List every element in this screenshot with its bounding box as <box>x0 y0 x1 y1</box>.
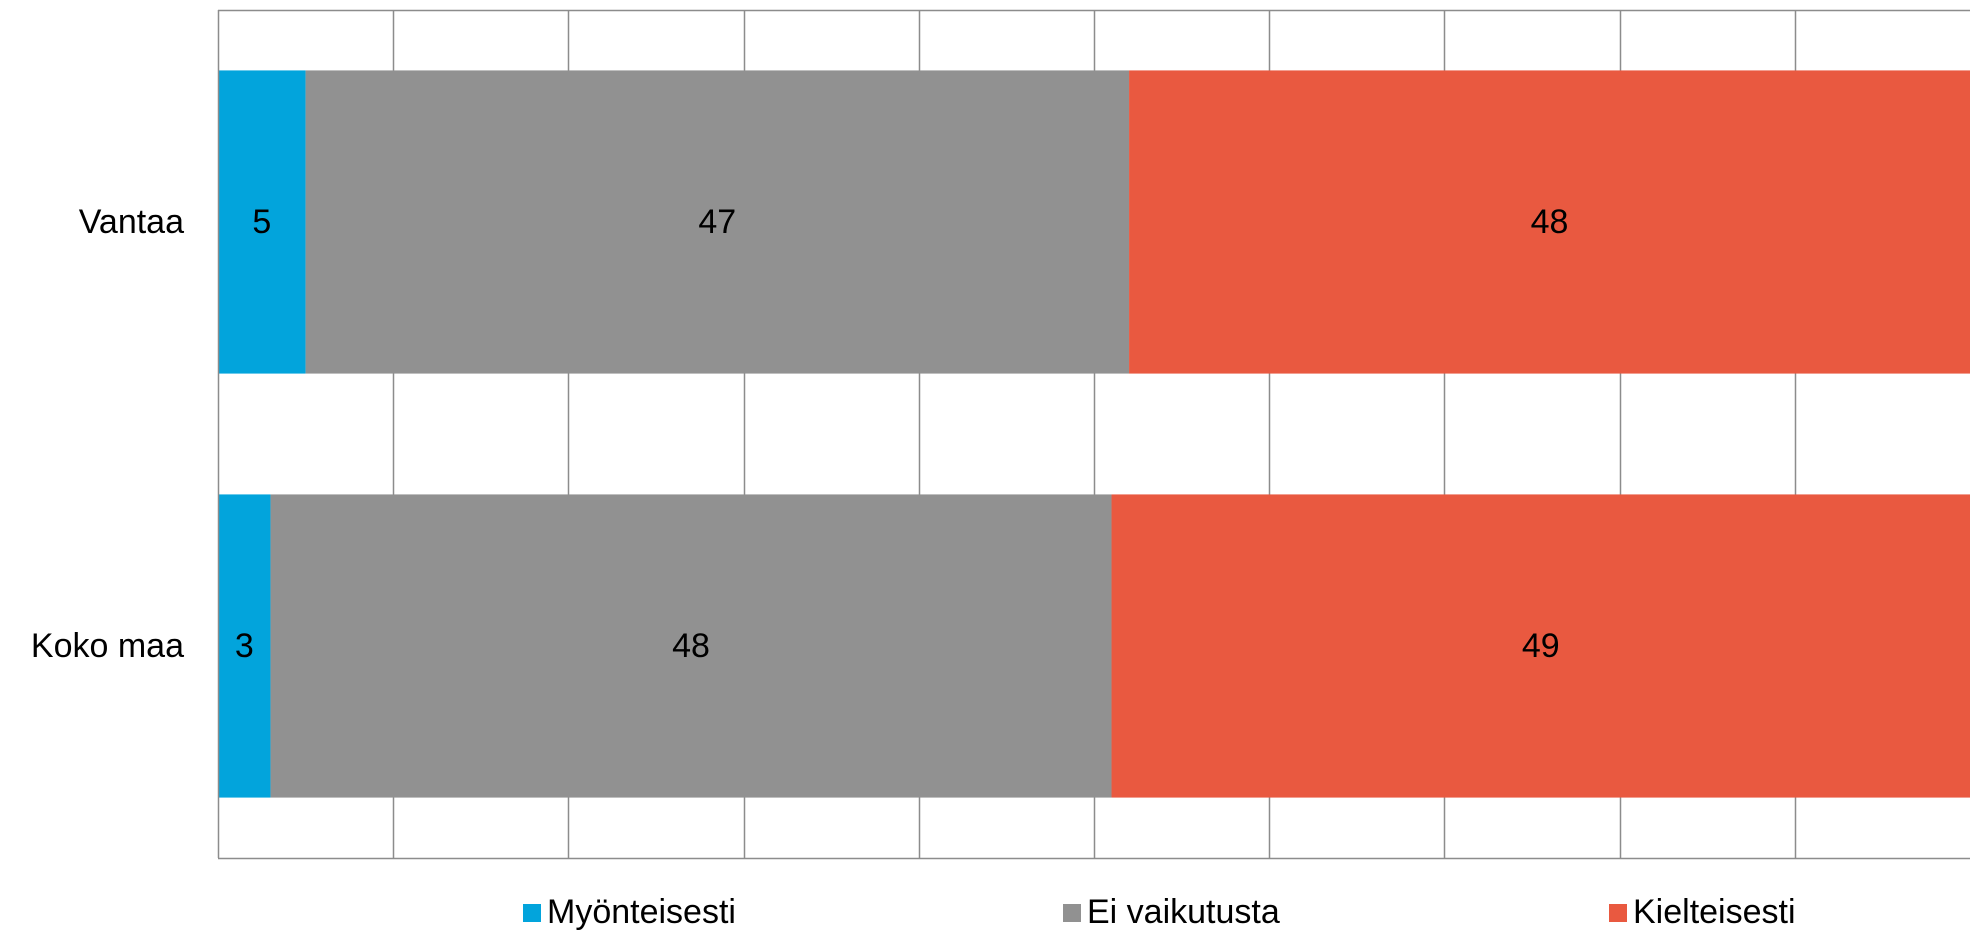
category-labels: Vantaa Koko maa <box>31 203 184 665</box>
stacked-bar-chart: 5 47 48 3 48 49 Vantaa Koko maa <box>31 9 1970 860</box>
data-label: 49 <box>1522 627 1560 665</box>
axes <box>217 10 1970 860</box>
legend: Myönteisesti Ei vaikutusta Kielteisesti <box>0 893 1970 937</box>
bar-segment-1-row-2 <box>218 494 271 798</box>
data-label: 5 <box>252 203 271 241</box>
legend-swatch <box>1063 903 1081 922</box>
legend-label: Kielteisesti <box>1633 893 1796 931</box>
category-label: Koko maa <box>31 627 184 665</box>
bar-segment-3-row-1 <box>1129 70 1970 374</box>
legend-label: Ei vaikutusta <box>1087 893 1280 931</box>
legend-item-myonteisesti: Myönteisesti <box>523 893 736 932</box>
legend-swatch <box>1609 903 1627 922</box>
data-label: 47 <box>698 203 736 241</box>
legend-swatch <box>523 903 541 922</box>
data-label: 48 <box>1531 203 1569 241</box>
legend-item-kielteisesti: Kielteisesti <box>1609 893 1796 932</box>
value-labels: 5 47 48 3 48 49 <box>235 203 1569 665</box>
bar-segment-1-row-1 <box>218 70 306 374</box>
category-label: Vantaa <box>79 203 184 241</box>
legend-label: Myönteisesti <box>547 893 736 931</box>
data-label: 48 <box>672 627 710 665</box>
bar-segment-2-row-1 <box>305 70 1130 374</box>
legend-item-ei-vaikutusta: Ei vaikutusta <box>1063 893 1280 932</box>
bar-segment-2-row-2 <box>270 494 1112 798</box>
data-label: 3 <box>235 627 254 665</box>
bar-segment-3-row-2 <box>1111 494 1970 798</box>
bars <box>218 70 1970 798</box>
